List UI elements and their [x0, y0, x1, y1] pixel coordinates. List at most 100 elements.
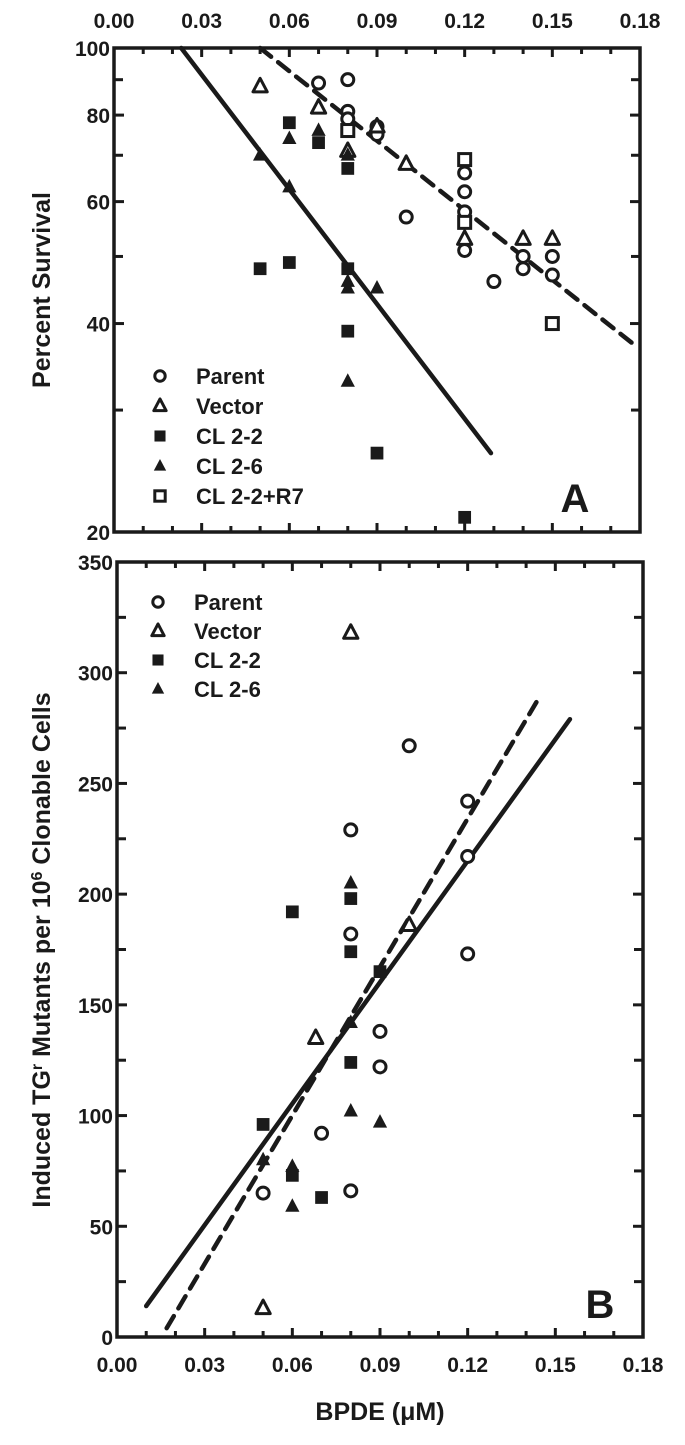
data-point	[544, 248, 560, 264]
dashed-fit-line	[164, 692, 543, 1331]
series-parent	[311, 72, 560, 290]
series-vector	[251, 76, 561, 246]
legend-label: CL 2-6	[196, 454, 263, 479]
data-point	[544, 267, 560, 283]
y-tick-label: 40	[87, 314, 110, 337]
data-point	[282, 116, 296, 130]
data-point	[315, 1191, 328, 1204]
legend-marker	[153, 369, 167, 383]
legend-label: CL 2-2	[194, 648, 261, 673]
y-axis-title-part: Induced TG	[28, 1070, 56, 1208]
y-axis-title: Percent Survival	[28, 192, 56, 388]
series-cl-2-2-r7	[340, 123, 560, 332]
x-tick-label: 0.15	[535, 1354, 576, 1377]
series-cl-2-2	[256, 892, 387, 1204]
data-point	[370, 446, 384, 460]
data-point	[285, 905, 299, 919]
data-point	[342, 623, 360, 640]
series-cl-2-6	[252, 122, 385, 387]
data-point	[285, 1168, 299, 1182]
data-point	[372, 1059, 388, 1075]
y-tick-label: 80	[87, 105, 110, 128]
data-point	[344, 1056, 358, 1069]
solid-fit-line	[178, 45, 494, 456]
data-point	[457, 152, 473, 168]
x-tick-label: 0.06	[269, 10, 310, 33]
y-tick-label: 100	[78, 1106, 113, 1129]
legend-marker	[152, 654, 164, 666]
data-point	[400, 915, 418, 933]
panel-label: A	[561, 477, 590, 521]
data-point	[543, 229, 561, 246]
y-tick-label: 60	[87, 192, 110, 215]
data-point	[544, 316, 560, 332]
data-point	[515, 248, 531, 264]
data-point	[457, 242, 473, 258]
x-tick-label: 0.03	[184, 1354, 225, 1377]
data-point	[340, 72, 356, 88]
legend-marker	[154, 430, 166, 442]
data-point	[458, 510, 472, 524]
y-axis-title-superscript: r	[29, 1064, 46, 1070]
x-tick-label: 0.06	[272, 1354, 313, 1377]
data-point	[255, 1151, 271, 1166]
legend-marker	[151, 595, 165, 609]
data-point	[340, 280, 355, 294]
data-point	[457, 184, 473, 200]
x-tick-label: 0.18	[620, 10, 661, 33]
data-point	[255, 1185, 271, 1201]
y-tick-label: 0	[101, 1327, 113, 1350]
data-point	[309, 98, 328, 115]
legend-label: CL 2-6	[194, 677, 261, 702]
data-point	[256, 1118, 270, 1131]
data-point	[282, 130, 297, 144]
y-tick-label: 300	[78, 663, 113, 686]
data-point	[254, 1298, 272, 1316]
legend-marker	[151, 681, 165, 694]
x-tick-label: 0.15	[532, 10, 573, 33]
legend-label: Vector	[194, 619, 262, 644]
data-point	[457, 214, 473, 230]
data-point	[285, 1198, 300, 1212]
data-point	[285, 1158, 300, 1172]
series-cl-2-2	[253, 116, 472, 524]
y-axis-title-part: Mutants per 10	[28, 881, 56, 1064]
data-point	[341, 262, 355, 276]
data-point	[312, 136, 325, 150]
data-point	[486, 274, 502, 290]
x-tick-label: 0.00	[94, 10, 135, 33]
x-tick-label: 0.00	[97, 1354, 138, 1377]
series-vector	[254, 623, 418, 1316]
data-point	[514, 229, 532, 246]
data-point	[251, 76, 269, 94]
data-point	[372, 1023, 388, 1039]
data-point	[515, 261, 531, 277]
x-tick-label: 0.12	[447, 1354, 488, 1377]
legend-label: Vector	[196, 394, 264, 419]
data-point	[401, 738, 417, 754]
data-point	[252, 147, 268, 161]
data-point	[460, 793, 476, 809]
data-point	[343, 926, 359, 942]
data-point	[368, 116, 386, 134]
x-tick-label: 0.03	[181, 10, 222, 33]
data-point	[314, 1125, 330, 1141]
x-tick-label: 0.12	[444, 10, 485, 33]
data-point	[341, 162, 355, 175]
legend-label: Parent	[196, 364, 265, 389]
data-point	[456, 229, 474, 246]
data-point	[340, 147, 355, 161]
data-point	[397, 154, 415, 171]
y-tick-label: 350	[78, 552, 113, 575]
y-tick-label: 20	[87, 522, 110, 545]
y-axis-title-part: Clonable Cells	[28, 692, 56, 871]
data-point	[369, 280, 385, 294]
data-point	[340, 373, 355, 387]
x-axis-title: BPDE (μM)	[315, 1398, 444, 1426]
panel-a: 0.00 0.03 0.06 0.09 0.12 0.15 0.18 100 80 60 40 20 P…	[28, 10, 661, 545]
data-point	[340, 123, 356, 139]
series-cl-2-6	[255, 874, 388, 1212]
legend-marker	[153, 489, 167, 503]
data-point	[398, 209, 414, 225]
legend-label: CL 2-2	[196, 424, 263, 449]
